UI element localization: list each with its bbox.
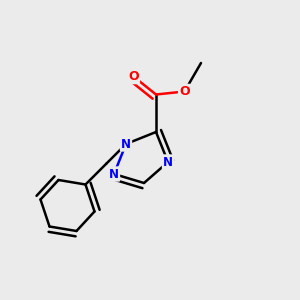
- Text: O: O: [128, 70, 139, 83]
- Text: N: N: [121, 137, 131, 151]
- Text: O: O: [179, 85, 190, 98]
- Text: N: N: [163, 155, 173, 169]
- Text: N: N: [109, 167, 119, 181]
